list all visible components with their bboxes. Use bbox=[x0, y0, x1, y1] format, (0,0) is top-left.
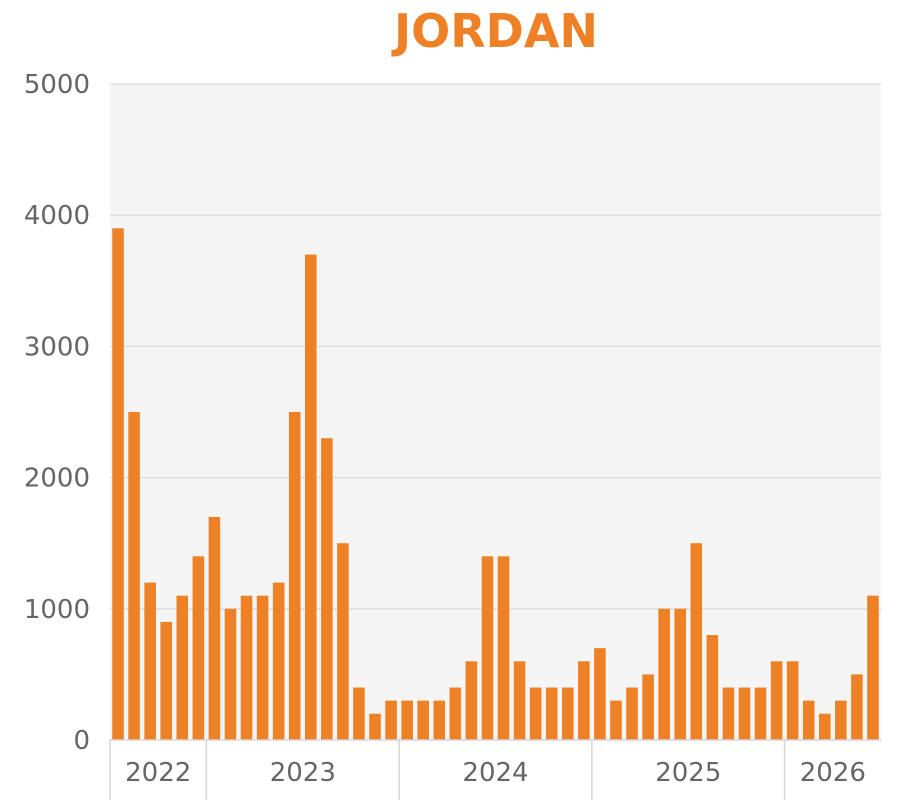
y-tick-label: 2000 bbox=[24, 464, 90, 494]
bar bbox=[321, 438, 333, 740]
bar bbox=[144, 582, 156, 740]
bar bbox=[112, 228, 124, 740]
bar bbox=[722, 687, 735, 740]
bar bbox=[578, 661, 590, 740]
gridlines bbox=[110, 83, 881, 610]
bar bbox=[867, 595, 879, 740]
bar bbox=[401, 700, 413, 740]
bar bbox=[256, 595, 269, 740]
x-tick-label: 2026 bbox=[800, 758, 866, 788]
bar bbox=[835, 700, 847, 740]
bar bbox=[562, 687, 574, 740]
bar bbox=[690, 543, 703, 740]
bar bbox=[658, 608, 670, 740]
x-tick-label: 2022 bbox=[125, 758, 191, 788]
bar bbox=[786, 661, 799, 740]
bar bbox=[642, 674, 654, 740]
y-tick-label: 3000 bbox=[24, 332, 90, 362]
y-axis: 0 1000 2000 3000 4000 5000 bbox=[24, 70, 90, 756]
bar bbox=[770, 661, 783, 740]
bar bbox=[192, 556, 205, 740]
bar bbox=[417, 700, 429, 740]
bar bbox=[851, 674, 863, 740]
bar bbox=[529, 687, 542, 740]
bar bbox=[754, 687, 767, 740]
bar bbox=[208, 516, 221, 740]
bar bbox=[610, 700, 622, 740]
bar bbox=[272, 582, 285, 740]
bar bbox=[594, 648, 606, 740]
x-axis: 2022 2023 2024 2025 2026 bbox=[109, 739, 881, 800]
bar bbox=[288, 412, 301, 740]
bar bbox=[497, 556, 510, 740]
bar bbox=[385, 700, 397, 740]
bar bbox=[337, 543, 349, 740]
x-tick-label: 2025 bbox=[655, 758, 721, 788]
bar bbox=[305, 254, 317, 740]
bar bbox=[224, 608, 237, 740]
bar bbox=[481, 556, 494, 740]
y-tick-label: 5000 bbox=[24, 70, 90, 100]
bar bbox=[819, 713, 831, 740]
bar bbox=[545, 687, 558, 740]
x-tick-label: 2024 bbox=[462, 758, 528, 788]
bar bbox=[353, 687, 365, 740]
y-tick-label: 0 bbox=[73, 726, 90, 756]
bar bbox=[176, 595, 189, 740]
bar bbox=[433, 700, 446, 740]
bar bbox=[369, 713, 381, 740]
bar bbox=[674, 608, 686, 740]
bars bbox=[112, 228, 879, 740]
bar bbox=[449, 687, 462, 740]
chart-title: JORDAN bbox=[391, 4, 598, 58]
y-tick-label: 1000 bbox=[24, 595, 90, 625]
bar bbox=[513, 661, 526, 740]
plot-background bbox=[110, 84, 881, 740]
bar bbox=[626, 687, 638, 740]
bar bbox=[802, 700, 815, 740]
y-tick-label: 4000 bbox=[24, 201, 90, 231]
bar bbox=[240, 595, 253, 740]
bar bbox=[465, 661, 478, 740]
x-tick-label: 2023 bbox=[270, 758, 336, 788]
bar bbox=[706, 635, 719, 740]
bar bbox=[128, 412, 140, 740]
bar bbox=[738, 687, 751, 740]
bar bbox=[160, 621, 172, 740]
